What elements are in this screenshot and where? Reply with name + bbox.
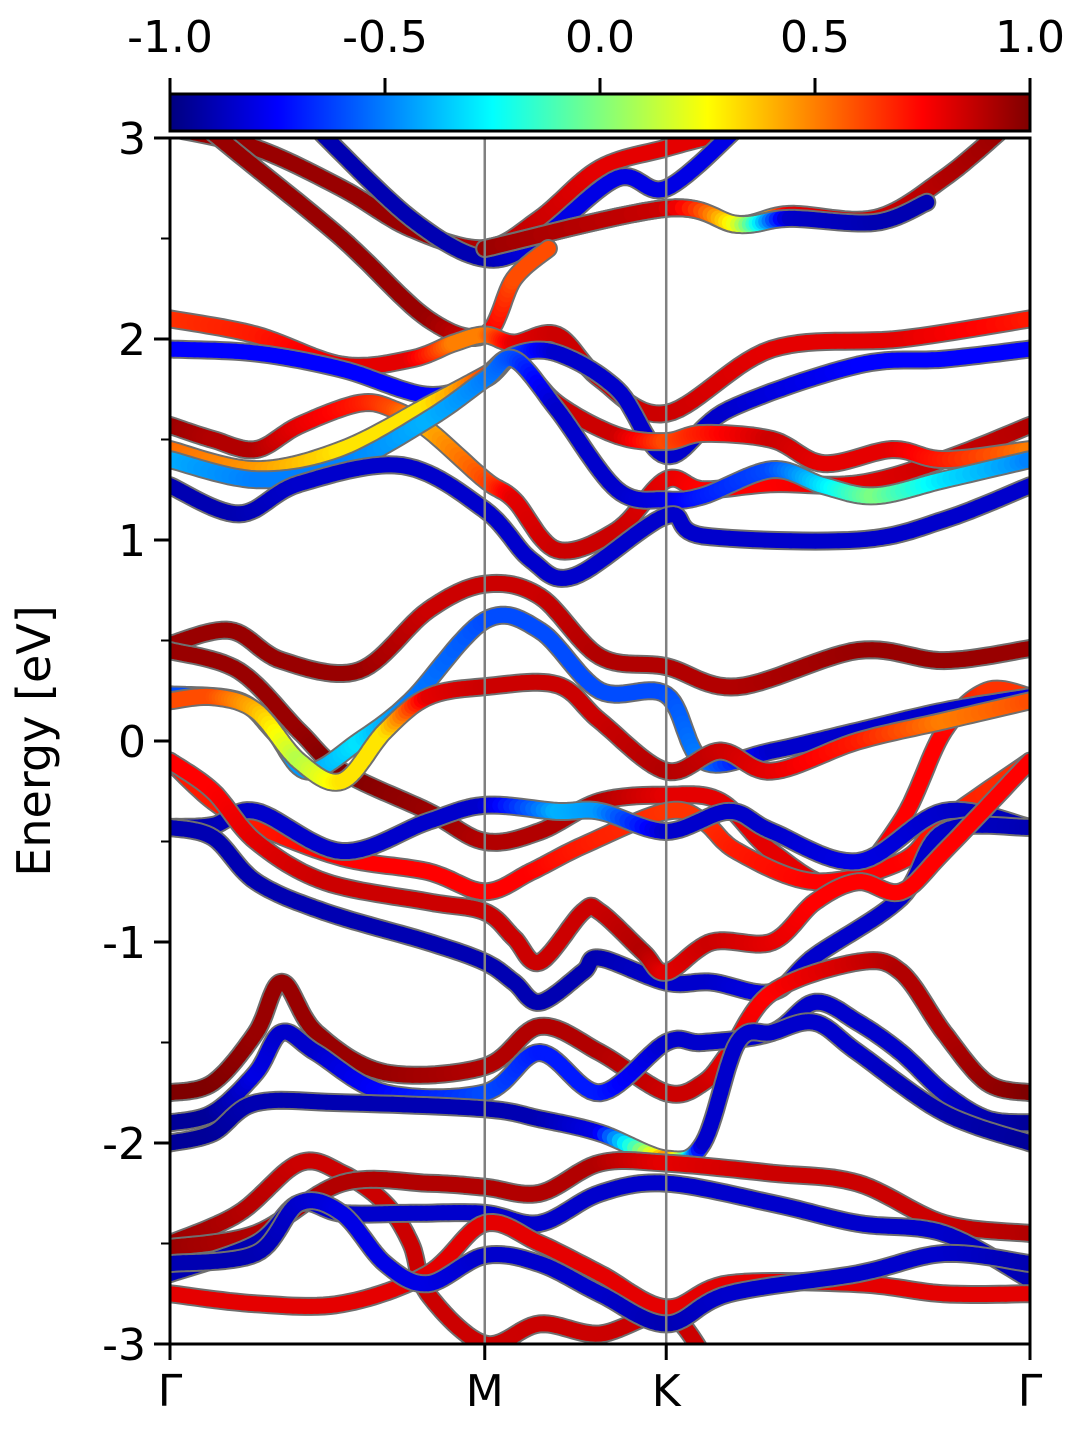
y-tick-label: -2 xyxy=(102,1119,146,1170)
band xyxy=(170,1151,1030,1257)
colorbar-tick-label: 0.0 xyxy=(565,12,635,63)
band xyxy=(170,573,1030,697)
band xyxy=(170,339,1030,466)
colorbar-tick-label: 1.0 xyxy=(995,12,1065,63)
y-tick-label: -3 xyxy=(102,1320,146,1371)
y-axis-label: Energy [eV] xyxy=(7,605,61,876)
band-segment xyxy=(691,1339,706,1344)
x-tick-label: Γ xyxy=(1018,1366,1043,1417)
colorbar: -1.0 -0.5 0.0 0.5 1.0 xyxy=(127,12,1065,133)
band xyxy=(170,455,1030,588)
x-tick-label: Γ xyxy=(158,1366,183,1417)
band xyxy=(170,951,1030,1104)
band-segment xyxy=(695,1342,705,1344)
colorbar-tick-label: 0.5 xyxy=(780,12,850,63)
band-segment xyxy=(988,138,1004,144)
x-tick-label: M xyxy=(466,1366,504,1417)
band xyxy=(170,348,1030,480)
x-tick-label: K xyxy=(652,1366,682,1417)
y-tick-label: 1 xyxy=(118,516,146,567)
band-outline xyxy=(204,138,558,347)
y-tick-label: 3 xyxy=(118,114,146,165)
band xyxy=(475,192,937,258)
y-tick-label: 2 xyxy=(118,315,146,366)
band-segment xyxy=(702,1352,703,1354)
colorbar-tick-label: -0.5 xyxy=(342,12,428,63)
colorbar-gradient xyxy=(168,92,1032,133)
colorbar-tick-label: -1.0 xyxy=(127,12,213,63)
band-segment xyxy=(189,138,208,142)
band xyxy=(170,672,1030,792)
band-segment xyxy=(539,241,556,258)
band-segment xyxy=(917,194,935,211)
y-tick-label: -1 xyxy=(102,918,146,969)
band-segment xyxy=(194,138,215,143)
band-lines xyxy=(170,138,1030,1354)
band xyxy=(170,751,1030,982)
band xyxy=(170,1012,1030,1170)
band xyxy=(204,138,558,347)
y-tick-label: 0 xyxy=(118,717,146,768)
